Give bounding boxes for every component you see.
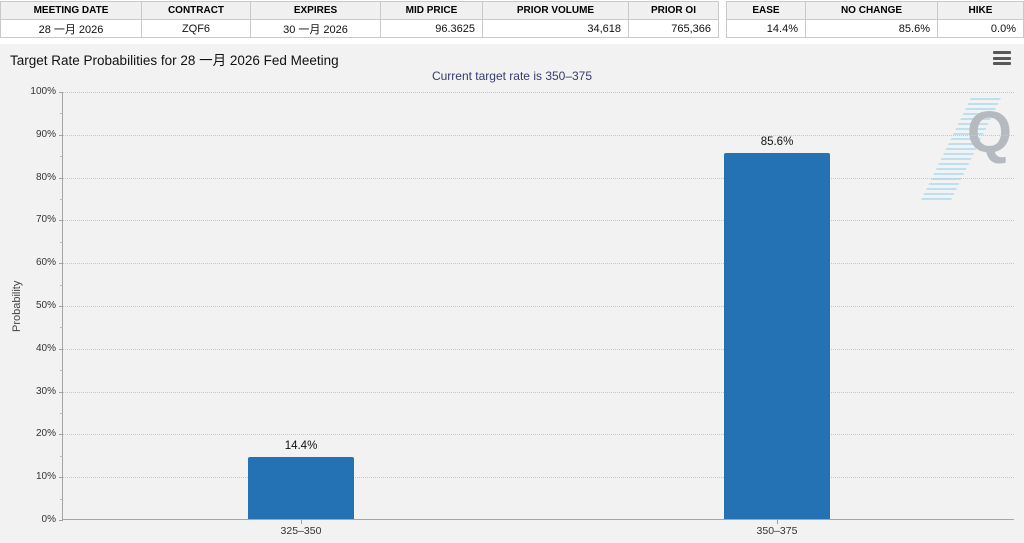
header-prior-volume: PRIOR VOLUME <box>482 1 629 20</box>
gridline <box>63 391 1014 393</box>
gridline <box>63 92 1014 93</box>
header-hike: HIKE <box>937 1 1024 20</box>
y-tick-label: 40% <box>35 342 56 354</box>
rate-action-table: EASE NO CHANGE HIKE 14.4% 85.6% 0.0% <box>726 1 1024 38</box>
bar-value-label: 85.6% <box>760 135 794 148</box>
y-axis-major-tick <box>59 306 63 307</box>
y-tick-label: 80% <box>35 171 56 183</box>
value-hike: 0.0% <box>937 19 1024 38</box>
y-axis-minor-tick <box>60 284 63 286</box>
header-no-change: NO CHANGE <box>805 1 938 20</box>
y-axis-major-tick <box>59 434 63 436</box>
gridline <box>63 263 1014 265</box>
gridline <box>63 434 1014 436</box>
header-prior-oi: PRIOR OI <box>628 1 719 20</box>
value-mid-price: 96.3625 <box>380 19 483 38</box>
y-axis-major-tick <box>59 391 63 393</box>
y-axis-major-tick <box>59 477 63 479</box>
y-axis-minor-tick <box>60 156 63 158</box>
y-axis-major-tick <box>59 263 63 265</box>
plot-area: 14.4% 325–350 85.6% 350–375 <box>59 92 1014 537</box>
y-tick-label: 10% <box>35 471 56 483</box>
chart-panel: Target Rate Probabilities for 28 一月 2026… <box>0 44 1024 543</box>
gridline <box>63 177 1014 179</box>
chart-menu-icon[interactable] <box>993 51 1011 65</box>
gridline <box>63 306 1014 307</box>
gridline <box>63 477 1014 479</box>
y-axis-minor-tick <box>60 199 63 200</box>
bar-325–350[interactable] <box>248 457 354 519</box>
y-tick-label: 60% <box>35 257 56 269</box>
y-axis-major-tick <box>59 177 63 179</box>
header-contract: CONTRACT <box>141 1 251 20</box>
y-axis-minor-tick <box>60 498 63 500</box>
y-axis-major-tick <box>59 220 63 222</box>
bar-value-label: 14.4% <box>284 440 318 453</box>
gridline <box>63 348 1014 350</box>
y-tick-label: 90% <box>35 128 56 140</box>
contract-table-header-row: MEETING DATE CONTRACT EXPIRES MID PRICE … <box>0 1 719 20</box>
x-axis-tick <box>301 520 302 524</box>
value-prior-volume: 34,618 <box>482 19 629 38</box>
x-tick-label: 350–375 <box>756 525 798 537</box>
action-table-header-row: EASE NO CHANGE HIKE <box>726 1 1024 20</box>
y-tick-label: 0% <box>41 514 56 525</box>
y-axis-minor-tick <box>60 241 63 243</box>
value-meeting-date: 28 一月 2026 <box>0 19 142 38</box>
contract-table: MEETING DATE CONTRACT EXPIRES MID PRICE … <box>0 1 719 38</box>
value-contract: ZQF6 <box>141 19 251 38</box>
y-tick-label: 30% <box>35 385 56 397</box>
y-axis-minor-tick <box>60 327 63 329</box>
menu-bar <box>993 51 1011 54</box>
header-expires: EXPIRES <box>250 1 381 20</box>
y-tick-label: 20% <box>35 428 56 440</box>
contract-table-value-row: 28 一月 2026 ZQF6 30 一月 2026 96.3625 34,61… <box>0 19 719 38</box>
bar-350–375[interactable] <box>724 152 830 519</box>
y-tick-label: 100% <box>30 86 56 97</box>
header-meeting-date: MEETING DATE <box>0 1 142 20</box>
y-axis-minor-tick <box>60 113 63 115</box>
menu-bar <box>993 62 1011 65</box>
chart-title: Target Rate Probabilities for 28 一月 2026… <box>10 53 339 68</box>
header-ease: EASE <box>726 1 806 20</box>
value-ease: 14.4% <box>726 19 806 38</box>
chart-subtitle: Current target rate is 350–375 <box>431 69 593 83</box>
value-expires: 30 一月 2026 <box>250 19 381 38</box>
y-axis-minor-tick <box>60 413 63 414</box>
action-table-value-row: 14.4% 85.6% 0.0% <box>726 19 1024 38</box>
header-mid-price: MID PRICE <box>380 1 483 20</box>
gridline <box>63 134 1014 136</box>
y-axis-major-tick <box>59 520 63 521</box>
value-no-change: 85.6% <box>805 19 938 38</box>
y-axis-major-tick <box>59 92 63 93</box>
x-tick-label: 325–350 <box>280 525 322 537</box>
y-axis-minor-tick <box>60 370 63 372</box>
x-axis-tick <box>777 520 778 524</box>
y-axis-major-tick <box>59 134 63 136</box>
y-axis-major-tick <box>59 348 63 350</box>
y-axis-minor-tick <box>60 455 63 457</box>
y-tick-label: 70% <box>35 214 56 226</box>
value-prior-oi: 765,366 <box>628 19 719 38</box>
menu-bar <box>993 56 1011 60</box>
gridline <box>63 220 1014 222</box>
y-tick-label: 50% <box>35 300 56 311</box>
